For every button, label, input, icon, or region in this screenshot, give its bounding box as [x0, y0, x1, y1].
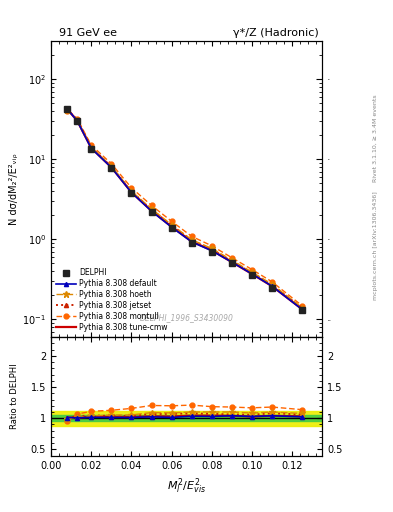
Pythia 8.308 jetset	[270, 282, 274, 288]
DELPHI	[300, 307, 305, 313]
Pythia 8.308 jetset	[89, 144, 94, 151]
Text: Rivet 3.1.10, ≥ 3.4M events: Rivet 3.1.10, ≥ 3.4M events	[373, 94, 378, 182]
Pythia 8.308 default	[75, 118, 79, 124]
Pythia 8.308 default	[65, 106, 70, 112]
Pythia 8.308 montull	[250, 266, 254, 272]
Bar	[51, 415, 322, 421]
Pythia 8.308 jetset	[75, 117, 79, 123]
Pythia 8.308 montull	[75, 116, 79, 122]
Pythia 8.308 default	[300, 306, 305, 312]
Line: Pythia 8.308 default: Pythia 8.308 default	[65, 107, 304, 312]
Pythia 8.308 tune-cmw	[189, 239, 194, 245]
Pythia 8.308 hoeth	[209, 245, 214, 251]
DELPHI	[149, 209, 154, 215]
Pythia 8.308 hoeth	[65, 106, 70, 113]
Pythia 8.308 jetset	[230, 259, 234, 265]
Line: Pythia 8.308 jetset: Pythia 8.308 jetset	[65, 107, 304, 310]
Pythia 8.308 tune-cmw	[89, 145, 94, 151]
DELPHI	[270, 285, 274, 291]
Pythia 8.308 tune-cmw	[109, 164, 114, 170]
Pythia 8.308 tune-cmw	[149, 208, 154, 214]
Pythia 8.308 hoeth	[169, 222, 174, 228]
Pythia 8.308 default	[230, 259, 234, 265]
Pythia 8.308 hoeth	[230, 257, 234, 263]
Pythia 8.308 montull	[230, 254, 234, 261]
Pythia 8.308 tune-cmw	[169, 224, 174, 230]
Pythia 8.308 montull	[270, 279, 274, 285]
DELPHI	[209, 249, 214, 255]
Pythia 8.308 hoeth	[89, 144, 94, 151]
Text: 91 GeV ee: 91 GeV ee	[59, 28, 117, 38]
Pythia 8.308 hoeth	[300, 305, 305, 311]
Pythia 8.308 default	[250, 271, 254, 277]
Pythia 8.308 default	[109, 164, 114, 170]
Line: DELPHI: DELPHI	[64, 106, 305, 313]
Pythia 8.308 default	[270, 283, 274, 289]
Y-axis label: N dσ/dM₂²/E²ᵥᵢᵨ: N dσ/dM₂²/E²ᵥᵢᵨ	[9, 153, 18, 225]
DELPHI	[109, 165, 114, 171]
Pythia 8.308 default	[189, 239, 194, 245]
Pythia 8.308 tune-cmw	[75, 118, 79, 124]
Pythia 8.308 tune-cmw	[230, 259, 234, 265]
Text: DELPHI_1996_S3430090: DELPHI_1996_S3430090	[140, 313, 233, 323]
Line: Pythia 8.308 montull: Pythia 8.308 montull	[65, 109, 305, 308]
Pythia 8.308 montull	[300, 303, 305, 309]
X-axis label: $M_l^2/E^2_{vis}$: $M_l^2/E^2_{vis}$	[167, 476, 206, 496]
Pythia 8.308 jetset	[169, 222, 174, 228]
Legend: DELPHI, Pythia 8.308 default, Pythia 8.308 hoeth, Pythia 8.308 jetset, Pythia 8.: DELPHI, Pythia 8.308 default, Pythia 8.3…	[55, 267, 169, 333]
Line: Pythia 8.308 tune-cmw: Pythia 8.308 tune-cmw	[67, 109, 302, 309]
Pythia 8.308 hoeth	[270, 281, 274, 287]
Pythia 8.308 montull	[149, 202, 154, 208]
Pythia 8.308 montull	[109, 161, 114, 167]
Pythia 8.308 jetset	[250, 270, 254, 276]
DELPHI	[129, 190, 134, 196]
Text: γ*/Z (Hadronic): γ*/Z (Hadronic)	[233, 28, 318, 38]
Pythia 8.308 jetset	[300, 305, 305, 311]
Pythia 8.308 tune-cmw	[270, 283, 274, 289]
Pythia 8.308 jetset	[65, 106, 70, 112]
Pythia 8.308 default	[89, 145, 94, 152]
Pythia 8.308 montull	[209, 243, 214, 249]
DELPHI	[230, 261, 234, 267]
Pythia 8.308 montull	[169, 218, 174, 224]
DELPHI	[89, 146, 94, 152]
Bar	[51, 411, 322, 426]
Pythia 8.308 hoeth	[109, 163, 114, 169]
Pythia 8.308 tune-cmw	[65, 106, 70, 112]
Y-axis label: Ratio to DELPHI: Ratio to DELPHI	[9, 364, 18, 429]
Pythia 8.308 montull	[65, 108, 70, 114]
Pythia 8.308 hoeth	[189, 237, 194, 243]
Pythia 8.308 hoeth	[75, 117, 79, 123]
Pythia 8.308 montull	[189, 233, 194, 240]
Line: Pythia 8.308 hoeth: Pythia 8.308 hoeth	[64, 106, 306, 311]
Pythia 8.308 tune-cmw	[300, 306, 305, 312]
Pythia 8.308 hoeth	[149, 206, 154, 212]
DELPHI	[65, 106, 70, 113]
Pythia 8.308 jetset	[209, 246, 214, 252]
Pythia 8.308 jetset	[189, 238, 194, 244]
Pythia 8.308 tune-cmw	[250, 271, 254, 277]
Pythia 8.308 montull	[89, 142, 94, 148]
Pythia 8.308 jetset	[109, 163, 114, 169]
Pythia 8.308 default	[209, 248, 214, 254]
Pythia 8.308 jetset	[149, 206, 154, 212]
Pythia 8.308 hoeth	[129, 188, 134, 194]
DELPHI	[169, 225, 174, 231]
DELPHI	[75, 118, 79, 124]
DELPHI	[250, 272, 254, 278]
Pythia 8.308 hoeth	[250, 269, 254, 275]
DELPHI	[189, 240, 194, 246]
Pythia 8.308 jetset	[129, 188, 134, 195]
Pythia 8.308 default	[169, 224, 174, 230]
Pythia 8.308 default	[129, 189, 134, 196]
Pythia 8.308 default	[149, 208, 154, 214]
Pythia 8.308 tune-cmw	[129, 189, 134, 196]
Text: mcplots.cern.ch [arXiv:1306.3436]: mcplots.cern.ch [arXiv:1306.3436]	[373, 191, 378, 300]
Pythia 8.308 tune-cmw	[209, 247, 214, 253]
Pythia 8.308 montull	[129, 185, 134, 191]
